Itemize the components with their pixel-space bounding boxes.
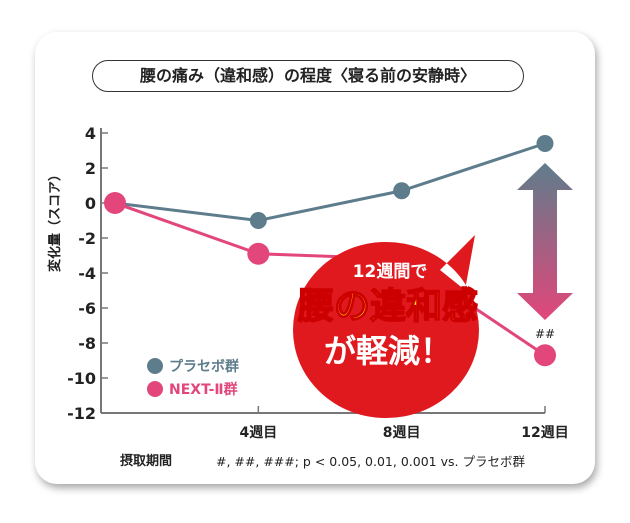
legend-label: プラセボ群 bbox=[169, 358, 239, 375]
footnote: #, ##, ###; p < 0.05, 0.01, 0.001 vs. プラ… bbox=[216, 454, 525, 469]
significance-mark: ## bbox=[535, 327, 555, 341]
y-tick-label: -12 bbox=[67, 404, 96, 423]
callout-line3: が軽減！ bbox=[324, 332, 452, 370]
y-tick-label: -10 bbox=[67, 369, 96, 388]
callout-bubble bbox=[293, 235, 479, 419]
chart-card bbox=[35, 32, 595, 484]
series-line bbox=[114, 142, 546, 223]
legend-marker bbox=[147, 358, 163, 374]
y-tick-label: 0 bbox=[85, 194, 96, 213]
data-point bbox=[249, 212, 267, 229]
x-tick-label: 4週目 bbox=[239, 425, 277, 441]
difference-arrow bbox=[517, 163, 573, 320]
callout-line2: 腰の違和感 bbox=[297, 286, 478, 327]
x-tick-label: 8週目 bbox=[383, 425, 421, 441]
data-point bbox=[247, 242, 270, 265]
y-tick-label: -8 bbox=[78, 334, 96, 353]
legend-label: NEXT-Ⅱ群 bbox=[169, 381, 238, 398]
data-point bbox=[393, 182, 411, 200]
y-tick-label: 2 bbox=[85, 159, 96, 178]
chart-title: 腰の痛み（違和感）の程度〈寝る前の安静時〉 bbox=[92, 60, 524, 92]
y-tick-label: 4 bbox=[85, 124, 96, 143]
y-tick-label: -4 bbox=[78, 264, 96, 283]
data-point bbox=[104, 192, 126, 214]
x-tick-label: 12週目 bbox=[521, 425, 568, 441]
y-tick-label: -6 bbox=[78, 299, 96, 318]
callout-line1: 12週間で bbox=[353, 262, 428, 282]
data-point bbox=[536, 135, 554, 152]
data-point bbox=[534, 344, 556, 367]
y-tick-label: -2 bbox=[78, 229, 96, 248]
x-axis-label: 摂取期間 bbox=[120, 454, 173, 469]
legend-marker bbox=[147, 381, 163, 397]
